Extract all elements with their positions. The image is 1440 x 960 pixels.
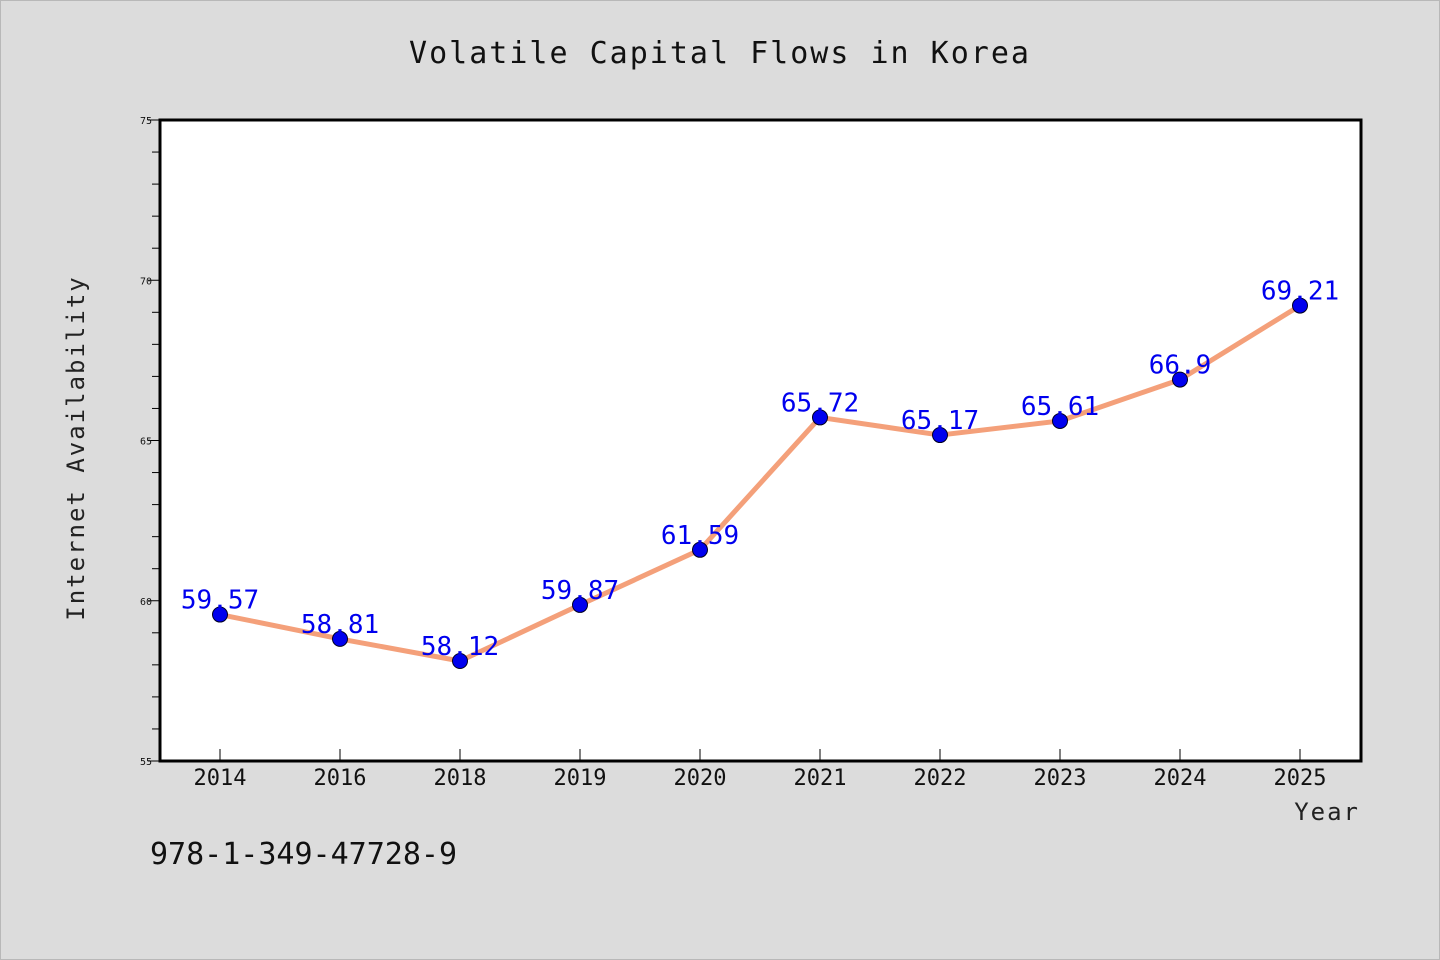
x-tick-label: 2020 bbox=[674, 766, 727, 791]
data-label: 65.17 bbox=[901, 406, 979, 436]
y-tick-label: 60 bbox=[140, 597, 152, 608]
x-tick-label: 2019 bbox=[554, 766, 607, 791]
chart-title: Volatile Capital Flows in Korea bbox=[409, 36, 1031, 71]
x-tick-label: 2025 bbox=[1274, 766, 1327, 791]
data-point bbox=[692, 541, 708, 558]
data-label: 66.9 bbox=[1149, 351, 1212, 381]
data-point bbox=[812, 409, 828, 426]
data-label: 59.57 bbox=[181, 586, 259, 616]
y-tick-label: 75 bbox=[140, 116, 152, 127]
y-tick-label: 55 bbox=[140, 757, 152, 768]
x-tick-label: 2023 bbox=[1034, 766, 1087, 791]
data-labels: 59.57 58.81 58.12 59.87 61.59 65.72 65.17 65.61… bbox=[181, 277, 1339, 662]
data-point bbox=[452, 653, 468, 670]
data-point bbox=[1052, 412, 1068, 429]
isbn-annotation: 978-1-349-47728-9 bbox=[150, 837, 457, 872]
data-label: 65.72 bbox=[781, 388, 859, 418]
data-point bbox=[572, 596, 588, 613]
series-line bbox=[217, 303, 1303, 664]
data-point bbox=[932, 427, 948, 444]
x-tick-label: 2021 bbox=[794, 766, 847, 791]
data-label: 59.87 bbox=[541, 576, 619, 606]
data-point bbox=[1292, 297, 1308, 314]
x-tick-label: 2018 bbox=[434, 766, 487, 791]
data-point bbox=[212, 606, 228, 623]
plot-area bbox=[158, 118, 1363, 763]
data-label: 69.21 bbox=[1261, 277, 1339, 307]
data-label: 65.61 bbox=[1021, 392, 1099, 422]
x-tick-label: 2022 bbox=[914, 766, 967, 791]
data-label: 58.12 bbox=[421, 632, 499, 662]
data-label: 61.59 bbox=[661, 521, 739, 551]
series-line-group bbox=[212, 297, 1308, 670]
y-tick-label: 70 bbox=[140, 276, 152, 287]
x-axis: 2014 2016 2018 2019 2020 2021 2022 2023 2024 2025 bbox=[194, 749, 1327, 791]
x-axis-label: Year bbox=[1294, 798, 1360, 826]
data-point bbox=[332, 630, 348, 647]
x-tick-label: 2024 bbox=[1154, 766, 1207, 791]
y-axis: 55 60 65 70 75 bbox=[140, 116, 160, 768]
y-tick-label: 65 bbox=[140, 437, 152, 448]
y-axis-label: Internet Availability bbox=[62, 275, 90, 620]
x-tick-label: 2016 bbox=[314, 766, 367, 791]
data-point bbox=[1172, 371, 1188, 388]
x-tick-label: 2014 bbox=[194, 766, 247, 791]
data-label: 58.81 bbox=[301, 610, 379, 640]
